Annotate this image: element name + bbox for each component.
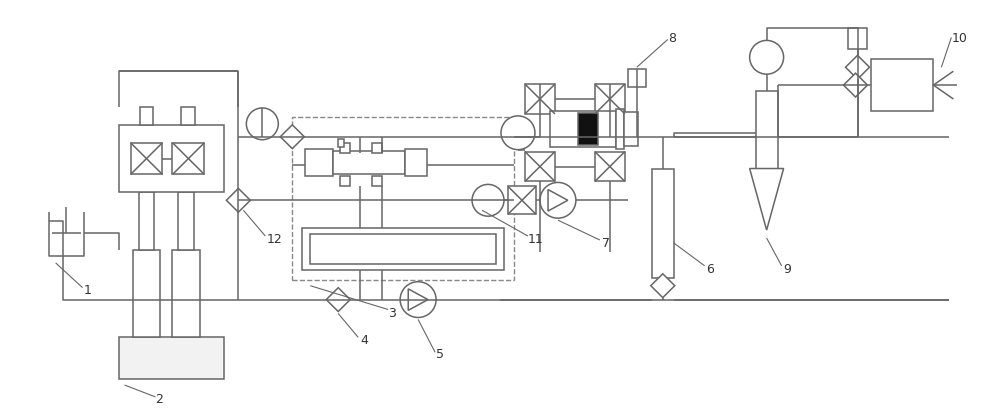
Polygon shape	[750, 169, 784, 231]
Circle shape	[750, 41, 784, 75]
Circle shape	[400, 282, 436, 318]
Text: 9: 9	[784, 262, 791, 275]
Text: 4: 4	[360, 334, 368, 346]
Polygon shape	[846, 56, 869, 80]
Bar	[292, 118, 514, 280]
Bar	[140, 108, 153, 126]
Polygon shape	[326, 288, 350, 312]
Text: 1: 1	[84, 283, 91, 296]
Bar	[595, 152, 625, 182]
Circle shape	[472, 185, 504, 217]
Polygon shape	[548, 190, 568, 211]
Bar	[628, 70, 646, 88]
Bar	[131, 143, 162, 175]
Bar	[181, 108, 195, 126]
Text: 6: 6	[706, 262, 714, 275]
Text: 7: 7	[602, 236, 610, 249]
Polygon shape	[408, 289, 428, 310]
Bar	[595, 85, 625, 115]
Bar	[338, 139, 344, 147]
Bar	[139, 193, 154, 250]
Polygon shape	[226, 189, 250, 213]
Text: 11: 11	[528, 232, 544, 245]
Bar	[372, 143, 382, 153]
Bar	[172, 143, 204, 175]
Text: 2: 2	[155, 392, 163, 405]
Bar	[340, 143, 350, 153]
Text: 12: 12	[266, 232, 282, 245]
Circle shape	[246, 109, 278, 140]
Bar	[624, 112, 638, 146]
Bar	[578, 114, 598, 145]
Polygon shape	[280, 126, 304, 149]
Bar	[525, 152, 555, 182]
Bar	[333, 151, 405, 175]
Circle shape	[540, 183, 576, 219]
Bar	[119, 126, 224, 193]
Bar	[302, 229, 504, 270]
Text: 3: 3	[388, 306, 396, 319]
Circle shape	[501, 117, 535, 150]
Bar	[550, 112, 616, 147]
Bar	[848, 29, 867, 50]
Bar	[340, 177, 350, 187]
Bar	[405, 149, 427, 177]
Bar	[372, 177, 382, 187]
Bar	[871, 60, 933, 112]
Polygon shape	[844, 74, 867, 98]
Bar	[119, 337, 224, 379]
Bar	[652, 169, 674, 278]
Bar	[756, 92, 778, 169]
Bar	[305, 149, 333, 177]
Text: 5: 5	[436, 347, 444, 360]
Text: 8: 8	[668, 32, 676, 45]
Bar	[178, 193, 194, 250]
Bar	[133, 250, 160, 337]
Text: 10: 10	[951, 32, 967, 45]
Bar	[616, 110, 624, 149]
Polygon shape	[651, 274, 675, 298]
Bar	[525, 85, 555, 115]
Bar	[508, 187, 536, 215]
Bar	[310, 234, 496, 264]
Bar	[172, 250, 200, 337]
